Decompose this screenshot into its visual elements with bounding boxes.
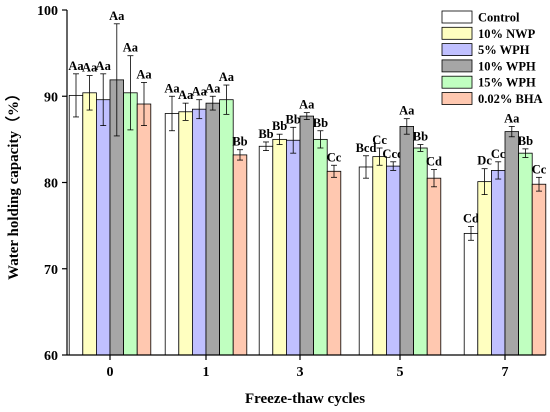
legend-swatch — [441, 10, 473, 24]
significance-label: Aa — [123, 41, 139, 55]
bar — [504, 131, 520, 356]
bar — [477, 181, 492, 356]
significance-label: Aa — [299, 98, 315, 112]
significance-label: Aa — [504, 111, 520, 125]
legend-label: 15% WPH — [478, 76, 536, 90]
legend-swatch — [441, 43, 473, 56]
x-tick-label: 7 — [502, 365, 509, 380]
legend-label: 5% WPH — [478, 43, 530, 57]
bar — [232, 154, 248, 356]
significance-label: Cc — [532, 162, 547, 176]
significance-label: Bb — [286, 112, 301, 126]
bar — [123, 92, 138, 356]
significance-label: Bb — [313, 116, 328, 130]
significance-label: Cc — [372, 133, 387, 147]
x-axis-title: Freeze-thaw cycles — [245, 391, 365, 407]
bar — [518, 152, 533, 356]
bar — [178, 111, 193, 356]
x-tick-label: 3 — [297, 365, 304, 380]
bar — [399, 126, 415, 356]
significance-label: Aa — [68, 59, 84, 73]
bar — [299, 115, 315, 356]
axes-layer: 60 70 80 90 100 0 1 3 5 7 — [37, 4, 545, 380]
significance-label: Aa — [109, 9, 125, 23]
bar — [258, 145, 274, 356]
significance-label: Aa — [96, 59, 112, 73]
bar — [413, 147, 428, 356]
legend-swatch — [441, 92, 473, 105]
bar — [164, 113, 180, 356]
x-tick-label: 1 — [203, 365, 210, 380]
significance-label: Bb — [232, 135, 247, 149]
significance-label: Aa — [178, 88, 194, 102]
legend-label: 0.02% BHA — [478, 92, 543, 106]
x-tick-label: 5 — [397, 365, 404, 380]
x-tick-label: 0 — [107, 365, 114, 380]
y-tick-label: 80 — [44, 177, 58, 192]
bar — [285, 139, 301, 356]
significance-label: Bb — [518, 134, 533, 148]
significance-label: Bb — [413, 130, 428, 144]
significance-label: Aa — [164, 81, 180, 95]
y-tick-label: 90 — [44, 90, 58, 105]
significance-label: Aa — [136, 67, 152, 81]
bar — [191, 108, 207, 356]
bar — [326, 170, 342, 356]
significance-label: Aa — [82, 61, 98, 75]
bar — [426, 177, 442, 356]
significance-label: Cd — [426, 155, 442, 169]
bar — [205, 102, 221, 356]
legend-swatch — [441, 75, 473, 89]
bar — [68, 94, 84, 356]
significance-label: Aa — [205, 81, 221, 95]
y-tick-label: 70 — [44, 263, 58, 278]
y-axis-title: Water holding capacity（%） — [4, 86, 22, 280]
legend-label: 10% NWP — [478, 27, 536, 41]
bar — [372, 156, 387, 356]
bar — [96, 99, 111, 356]
significance-label: Bb — [258, 127, 273, 141]
bar — [313, 138, 328, 356]
legend: Control 10% NWP 5% WPH 10% WPH 15% WPH 0.02% … — [441, 10, 543, 106]
legend-label: 10% WPH — [478, 59, 536, 73]
significance-label: Cc — [327, 150, 342, 164]
significance-label: Cc — [491, 147, 506, 161]
y-tick-label: 100 — [37, 4, 58, 19]
bar — [358, 166, 374, 356]
significance-label: Bb — [272, 119, 287, 133]
legend-swatch — [441, 26, 473, 40]
legend-swatch — [441, 59, 473, 73]
bar — [385, 165, 401, 356]
bar — [82, 92, 97, 356]
significance-label: Aa — [219, 70, 235, 84]
bar — [463, 232, 479, 356]
significance-label: Dc — [477, 154, 492, 168]
bar — [490, 170, 506, 356]
significance-label: Cd — [463, 211, 479, 225]
bar — [272, 138, 287, 356]
significance-label: Bcd — [356, 141, 377, 155]
significance-label: Aa — [399, 104, 415, 118]
bar — [219, 99, 234, 356]
bar — [531, 183, 547, 356]
y-tick-label: 60 — [44, 349, 58, 364]
significance-label: Aa — [192, 85, 208, 99]
bar — [136, 103, 152, 356]
legend-label: Control — [478, 11, 520, 25]
significance-label: Ccd — [382, 147, 404, 161]
